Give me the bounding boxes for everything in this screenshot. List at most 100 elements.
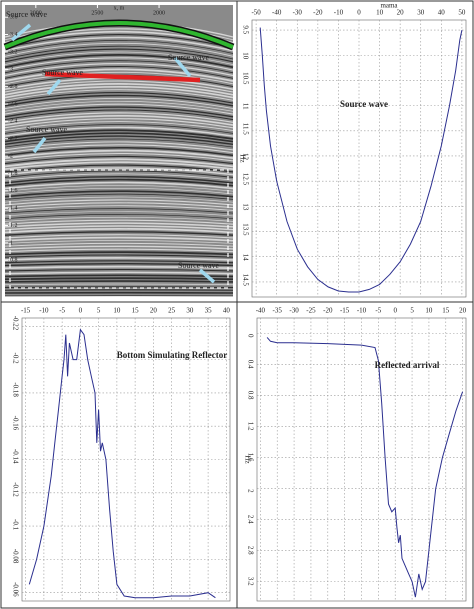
y-tick-label: 3.2 (246, 577, 254, 586)
seismic-stripe (4, 260, 234, 264)
x-tick-label: 10 (425, 307, 433, 315)
seismic-stripe (4, 114, 234, 126)
arrow (32, 136, 47, 154)
y-tick-label: -0.18 (11, 382, 19, 397)
x-tick-label: -35 (273, 307, 283, 315)
seismic-stripe (4, 175, 234, 184)
x-tick-label: 5 (410, 307, 414, 315)
x-tick-label: 0 (357, 9, 361, 17)
x-tick-label: 2000 (153, 10, 165, 16)
seismic-stripe (4, 135, 234, 146)
y-tick-label: 11.5 (241, 123, 249, 135)
x-tick-label: 30 (417, 9, 425, 17)
y-tick-label: 0.4 (246, 360, 254, 369)
seismic-stripe (4, 265, 234, 270)
seismic-stripe (4, 89, 234, 101)
seismic-stripe (4, 187, 234, 195)
y-tick-label: 1.6 (10, 188, 18, 194)
x-tick-label: 15 (442, 307, 450, 315)
y-tick-label: -0.16 (11, 416, 19, 431)
y-tick-label: 1.2 (246, 422, 254, 431)
x-tick-label: -30 (289, 307, 299, 315)
seismic-stripe (4, 83, 234, 96)
seismic-stripe (4, 158, 234, 168)
x-tick-label: 20 (150, 307, 158, 315)
seismic-stripe (4, 62, 234, 77)
seismic-stripe (4, 68, 234, 82)
y-tick-label: 2 (10, 153, 13, 159)
y-tick-label: 0.8 (246, 391, 254, 400)
seismic-stripe (4, 34, 234, 49)
x-tick-label: 50 (458, 9, 466, 17)
seismic-stripe (4, 66, 234, 79)
seismic-stripe (4, 118, 234, 129)
x-tick-label: 0 (393, 307, 397, 315)
x-tick-label: -15 (340, 307, 350, 315)
seismic-stripe (4, 283, 234, 286)
y-tick-label: -0.12 (11, 482, 19, 497)
chart-title: Bottom Simulating Reflector (117, 350, 227, 360)
seismic-stripe (4, 40, 234, 54)
seismic-stripe (4, 208, 234, 214)
x-tick-label: -40 (272, 9, 282, 17)
y-tick-label: 2.8 (10, 84, 18, 90)
seismic-stripe (4, 161, 234, 170)
y-tick-label: 0.8 (10, 258, 18, 264)
x-tick-label: -10 (357, 307, 367, 315)
seismic-stripe (4, 85, 234, 99)
x-tick-label: -20 (323, 307, 333, 315)
annotation: Source wave (178, 261, 220, 270)
seismic-stripe (4, 149, 234, 159)
seismic-stripe (4, 205, 234, 211)
seismic-stripe (4, 216, 234, 222)
seismic-stripe (4, 42, 234, 57)
y-tick-label: 12.5 (241, 173, 249, 186)
dashed-zone (9, 169, 229, 289)
y-tick-label: 2.8 (246, 546, 254, 555)
y-tick-label: 1.8 (10, 171, 18, 177)
x-tick-label: 3000 (30, 10, 42, 16)
x-tick-label: 35 (205, 307, 213, 315)
x-tick-label: -25 (306, 307, 316, 315)
y-tick-label: -0.2 (11, 353, 19, 365)
x-tick-label: 10 (113, 307, 121, 315)
seismic-stripe (4, 254, 234, 258)
x-tick-label: -15 (21, 307, 31, 315)
x-tick-label: -40 (256, 307, 266, 315)
seismic-stripe (4, 51, 234, 65)
y-tick-label: 3.2 (10, 49, 18, 55)
x-tick-label: 20 (459, 307, 467, 315)
seismic-stripe (4, 193, 234, 200)
seismic-stripe (4, 97, 234, 109)
seismic-stripe (4, 146, 234, 157)
seismic-stripe (4, 71, 234, 85)
seismic-stripe (4, 109, 234, 121)
x-tick-label: 40 (438, 9, 446, 17)
seismic-stripe (4, 190, 234, 198)
x-tick-label: 25 (168, 307, 176, 315)
seismic-stripe (4, 164, 234, 173)
seismic-stripe (4, 257, 234, 261)
y-tick-label: 1 (10, 240, 13, 246)
y-axis-label: Hz (243, 455, 251, 463)
seismic-stripe (4, 36, 234, 52)
seismic-stripe (4, 242, 234, 247)
y-tick-label: 2 (246, 489, 254, 493)
annotation: Source wave (42, 68, 84, 77)
x-tick-label: -5 (59, 307, 65, 315)
x-tick-label: -10 (334, 9, 344, 17)
seismic-stripe (4, 80, 234, 93)
y-tick-label: 0 (246, 334, 254, 338)
seismic-stripe (4, 196, 234, 203)
seismic-stripe (4, 100, 234, 112)
seismic-stripe (4, 245, 234, 250)
seismic-stripe (4, 280, 234, 283)
green-horizon (4, 21, 234, 49)
seismic-stripe (4, 112, 234, 123)
x-axis-label: x, m (114, 5, 125, 11)
y-tick-label: 12 (241, 153, 249, 161)
data-line (266, 337, 464, 598)
y-tick-label: 13.5 (241, 223, 249, 236)
y-tick-label: 1.4 (10, 206, 18, 212)
